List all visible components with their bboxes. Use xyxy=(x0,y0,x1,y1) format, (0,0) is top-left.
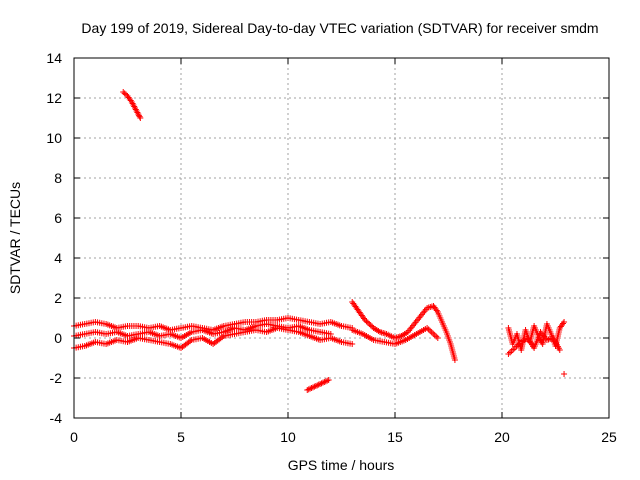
data-point xyxy=(308,385,315,391)
data-point xyxy=(315,381,322,388)
data-point xyxy=(307,385,314,392)
x-tick-label: 10 xyxy=(280,429,296,445)
series-evening-lower xyxy=(505,329,563,357)
data-point xyxy=(121,90,128,97)
data-point xyxy=(314,382,321,389)
data-point xyxy=(318,380,325,387)
series-arc-negative xyxy=(304,377,332,393)
series-afternoon-segment xyxy=(349,299,458,363)
series-arc-high xyxy=(120,89,144,121)
series-afternoon-lower xyxy=(349,325,441,347)
x-axis-label: GPS time / hours xyxy=(288,457,395,473)
data-points xyxy=(71,89,568,393)
series-main-band-middle xyxy=(71,321,334,341)
data-point xyxy=(428,329,435,336)
data-point xyxy=(327,331,334,337)
data-point xyxy=(137,115,144,121)
data-point xyxy=(324,377,331,384)
x-tick-label: 25 xyxy=(601,429,617,445)
data-point xyxy=(309,384,316,391)
data-point xyxy=(434,335,441,341)
y-tick-label: 8 xyxy=(54,170,62,186)
data-point xyxy=(312,383,319,389)
data-point xyxy=(136,113,143,120)
data-point xyxy=(304,387,311,393)
y-tick-label: 14 xyxy=(46,50,62,66)
data-point xyxy=(451,357,458,363)
y-tick-label: -4 xyxy=(50,410,63,426)
y-tick-label: 10 xyxy=(46,130,62,146)
y-tick-label: 12 xyxy=(46,90,62,106)
data-point xyxy=(431,332,438,339)
data-point xyxy=(322,378,329,385)
y-axis-label: SDTVAR / TECUs xyxy=(7,182,23,294)
data-point xyxy=(362,317,369,323)
plot-frame xyxy=(73,57,610,419)
y-tick-label: 6 xyxy=(54,210,62,226)
data-point xyxy=(120,89,127,95)
x-axis-ticks: 0 5 10 15 20 25 xyxy=(70,58,617,445)
data-point xyxy=(311,383,318,390)
data-point xyxy=(561,371,568,377)
grid xyxy=(74,58,609,418)
data-point xyxy=(430,330,437,337)
x-tick-label: 0 xyxy=(70,429,78,445)
data-point xyxy=(561,319,568,325)
series-main-band-upper xyxy=(71,315,356,333)
data-point xyxy=(317,381,324,387)
y-tick-label: 4 xyxy=(54,250,62,266)
series-main-band-lower xyxy=(71,325,356,351)
data-point xyxy=(425,326,432,333)
data-point xyxy=(369,323,376,330)
data-point xyxy=(135,112,142,119)
data-point xyxy=(135,111,142,117)
y-tick-label: -2 xyxy=(50,370,63,386)
x-tick-label: 20 xyxy=(494,429,510,445)
series-outlier xyxy=(561,371,568,377)
x-tick-label: 5 xyxy=(177,429,185,445)
data-point xyxy=(433,333,440,340)
data-point xyxy=(319,379,326,386)
y-tick-label: 0 xyxy=(54,330,62,346)
data-point xyxy=(363,318,370,325)
data-point xyxy=(321,379,328,385)
chart-title: Day 199 of 2019, Sidereal Day-to-day VTE… xyxy=(81,20,598,36)
data-point xyxy=(556,347,563,353)
data-point xyxy=(325,377,332,383)
x-tick-label: 15 xyxy=(387,429,403,445)
data-point xyxy=(367,322,374,329)
data-point xyxy=(305,386,312,393)
data-point xyxy=(364,319,371,326)
y-tick-label: 2 xyxy=(54,290,62,306)
y-axis-ticks: -4 -2 0 2 4 6 8 10 12 14 xyxy=(46,50,609,426)
data-point xyxy=(349,341,356,347)
data-point xyxy=(366,321,373,327)
